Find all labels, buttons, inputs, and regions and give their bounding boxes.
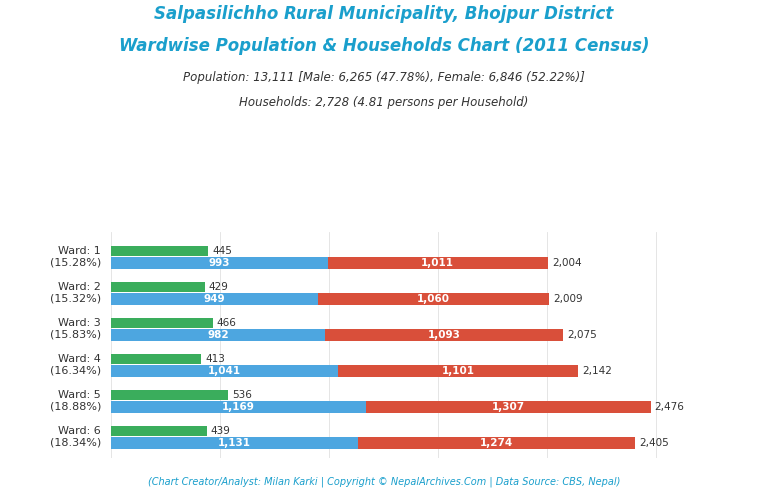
- Bar: [111, 282, 205, 291]
- Bar: [328, 257, 548, 269]
- Bar: [111, 293, 318, 305]
- Bar: [111, 317, 213, 328]
- Text: 949: 949: [204, 294, 226, 304]
- Bar: [326, 329, 564, 341]
- Text: 413: 413: [205, 353, 225, 363]
- Text: 466: 466: [217, 317, 237, 327]
- Bar: [111, 329, 326, 341]
- Text: 1,169: 1,169: [222, 402, 255, 412]
- Bar: [111, 257, 328, 269]
- Text: Households: 2,728 (4.81 persons per Household): Households: 2,728 (4.81 persons per Hous…: [240, 96, 528, 109]
- Text: 2,009: 2,009: [553, 294, 583, 304]
- Bar: [318, 293, 549, 305]
- Text: 429: 429: [209, 282, 229, 291]
- Text: Population: 13,111 [Male: 6,265 (47.78%), Female: 6,846 (52.22%)]: Population: 13,111 [Male: 6,265 (47.78%)…: [183, 71, 585, 84]
- Text: 439: 439: [211, 425, 231, 435]
- Text: Wardwise Population & Households Chart (2011 Census): Wardwise Population & Households Chart (…: [119, 37, 649, 55]
- Text: (Chart Creator/Analyst: Milan Karki | Copyright © NepalArchives.Com | Data Sourc: (Chart Creator/Analyst: Milan Karki | Co…: [147, 477, 621, 487]
- Text: 2,476: 2,476: [654, 402, 684, 412]
- Text: 1,011: 1,011: [422, 258, 455, 268]
- Bar: [338, 365, 578, 377]
- Text: 982: 982: [207, 330, 229, 340]
- Bar: [111, 353, 201, 364]
- Text: 2,142: 2,142: [582, 366, 612, 376]
- Text: 445: 445: [212, 246, 232, 255]
- Text: 1,060: 1,060: [417, 294, 450, 304]
- Text: 1,041: 1,041: [208, 366, 241, 376]
- Bar: [111, 389, 228, 400]
- Text: 2,075: 2,075: [568, 330, 597, 340]
- Text: 2,405: 2,405: [639, 438, 669, 448]
- Bar: [358, 437, 635, 449]
- Text: 536: 536: [232, 389, 252, 399]
- Text: Salpasilichho Rural Municipality, Bhojpur District: Salpasilichho Rural Municipality, Bhojpu…: [154, 5, 614, 23]
- Bar: [111, 246, 208, 255]
- Bar: [111, 437, 358, 449]
- Bar: [111, 425, 207, 436]
- Text: 1,093: 1,093: [428, 330, 461, 340]
- Bar: [111, 401, 366, 413]
- Text: 1,307: 1,307: [492, 402, 525, 412]
- Bar: [111, 365, 338, 377]
- Text: 1,101: 1,101: [442, 366, 475, 376]
- Bar: [366, 401, 650, 413]
- Text: 993: 993: [209, 258, 230, 268]
- Text: 1,274: 1,274: [480, 438, 513, 448]
- Text: 2,004: 2,004: [552, 258, 581, 268]
- Text: 1,131: 1,131: [218, 438, 251, 448]
